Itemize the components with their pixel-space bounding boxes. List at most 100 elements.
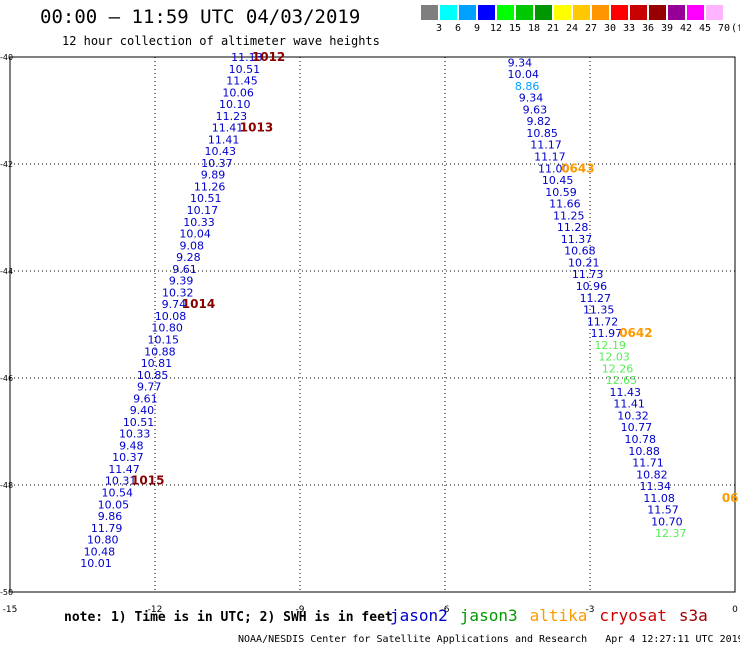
y-tick-label: -50	[0, 588, 13, 597]
wave-height-value: 9.61	[133, 392, 158, 405]
time-annotation: 1013	[240, 121, 273, 135]
wave-height-value: 11.13	[231, 51, 263, 64]
wave-height-value: 12.37	[655, 527, 687, 540]
legend-swatch	[592, 5, 609, 20]
time-annotation: 1015	[131, 474, 164, 488]
legend-swatch	[440, 5, 457, 20]
time-annotation: 1014	[182, 297, 215, 311]
wave-height-value: 11.97	[591, 327, 623, 340]
legend-label: 21	[546, 23, 560, 34]
wave-height-value: 9.34	[508, 56, 533, 69]
page-subtitle: 12 hour collection of altimeter wave hei…	[62, 34, 380, 48]
legend-label: 45	[698, 23, 712, 34]
wave-height-value: 10.31	[105, 475, 137, 488]
wave-height-value: 9.48	[119, 439, 144, 452]
wave-height-value: 11.27	[580, 292, 612, 305]
data-points-layer: 11.1310.5111.4510.0610.1011.2311.4111.41…	[80, 51, 686, 570]
wave-height-value: 10.85	[526, 127, 558, 140]
wave-height-value: 9.89	[201, 169, 226, 182]
wave-height-value: 10.48	[84, 545, 116, 558]
wave-height-value: 10.70	[651, 515, 683, 528]
wave-height-value: 10.77	[621, 421, 653, 434]
legend-swatch	[497, 5, 514, 20]
legend-label: 33	[622, 23, 636, 34]
wave-height-value: 10.21	[568, 256, 600, 269]
y-tick-label: -48	[0, 481, 13, 490]
grid-layer	[10, 57, 735, 592]
satellite-jason2: jason2	[390, 606, 448, 625]
time-annotation: 0642	[619, 326, 652, 340]
wave-height-value: 11.41	[212, 122, 244, 135]
wave-height-value: 11.66	[549, 198, 581, 211]
legend-label: 36	[641, 23, 655, 34]
credit-text: NOAA/NESDIS Center for Satellite Applica…	[238, 634, 588, 645]
wave-height-value: 10.81	[141, 357, 173, 370]
legend-swatch	[687, 5, 704, 20]
wave-height-value: 10.51	[190, 192, 222, 205]
wave-height-value: 9.39	[169, 275, 194, 288]
satellite-jason3: jason3	[459, 606, 518, 625]
units-note: note: 1) Time is in UTC; 2) SWH is in fe…	[64, 610, 393, 625]
legend-swatch	[535, 5, 552, 20]
wave-height-value: 10.80	[87, 534, 119, 547]
wave-height-value: 10.88	[144, 345, 176, 358]
wave-height-value: 10.17	[187, 204, 219, 217]
y-tick-label: -40	[0, 53, 13, 62]
legend-swatch	[630, 5, 647, 20]
wave-height-value: 10.51	[123, 416, 155, 429]
wave-height-value: 11.26	[194, 180, 226, 193]
legend-label: 24	[565, 23, 579, 34]
timestamp: Apr 4 12:27:11 UTC 2019	[605, 634, 740, 645]
wave-height-value: 11.79	[91, 522, 123, 535]
page-title: 00:00 – 11:59 UTC 04/03/2019	[40, 6, 361, 28]
wave-height-value: 9.40	[130, 404, 155, 417]
wave-height-value: 11.08	[643, 492, 675, 505]
wave-height-value: 9.63	[523, 103, 548, 116]
legend-swatch	[516, 5, 533, 20]
wave-height-value: 12.19	[595, 339, 627, 352]
wave-height-value: 9.08	[179, 239, 204, 252]
wave-height-value: 10.85	[137, 369, 169, 382]
wave-height-value: 10.43	[205, 145, 237, 158]
wave-height-value: 10.80	[151, 322, 183, 335]
wave-height-value: 9.61	[172, 263, 197, 276]
legend-swatch	[706, 5, 723, 20]
wave-height-value: 10.15	[147, 333, 179, 346]
wave-height-value: 10.10	[219, 98, 251, 111]
legend-label: 30	[603, 23, 617, 34]
legend-swatch	[421, 5, 438, 20]
wave-height-value: 10.37	[201, 157, 233, 170]
legend-label: 18	[527, 23, 541, 34]
legend-swatch	[573, 5, 590, 20]
wave-height-value: 11.41	[208, 133, 240, 146]
legend-label: 15	[508, 23, 522, 34]
wave-height-value: 10.06	[222, 86, 254, 99]
legend-unit: (ft)	[731, 23, 740, 34]
wave-height-value: 10.68	[564, 245, 596, 258]
wave-height-value: 10.37	[112, 451, 144, 464]
legend-label: 70	[717, 23, 731, 34]
legend-label: 12	[489, 23, 503, 34]
wave-height-value: 11.37	[561, 233, 593, 246]
legend-label: 42	[679, 23, 693, 34]
wave-height-value: 11.25	[553, 209, 585, 222]
wave-height-value: 10.33	[119, 428, 151, 441]
legend-swatch	[459, 5, 476, 20]
y-tick-label: -42	[0, 160, 13, 169]
wave-height-value: 11.35	[583, 304, 615, 317]
wave-height-value: 10.08	[155, 310, 187, 323]
wave-height-value: 11.71	[632, 457, 664, 470]
x-tick-label: -9	[296, 605, 305, 615]
time-annotation-layer: 1012 1013 1014 1015 0643 0642 06	[131, 50, 738, 505]
credit-line: NOAA/NESDIS Center for Satellite Applica…	[238, 634, 740, 645]
wave-height-value: 10.88	[628, 445, 660, 458]
y-tick-label: -46	[0, 374, 13, 383]
wave-height-value: 9.86	[98, 510, 123, 523]
wave-height-value: 12.65	[606, 374, 638, 387]
wave-height-value: 11.34	[640, 480, 672, 493]
wave-height-value: 12.26	[602, 362, 634, 375]
wave-height-value: 10.96	[576, 280, 608, 293]
y-tick-label: -44	[0, 267, 13, 276]
wave-height-value: 10.54	[102, 486, 134, 499]
